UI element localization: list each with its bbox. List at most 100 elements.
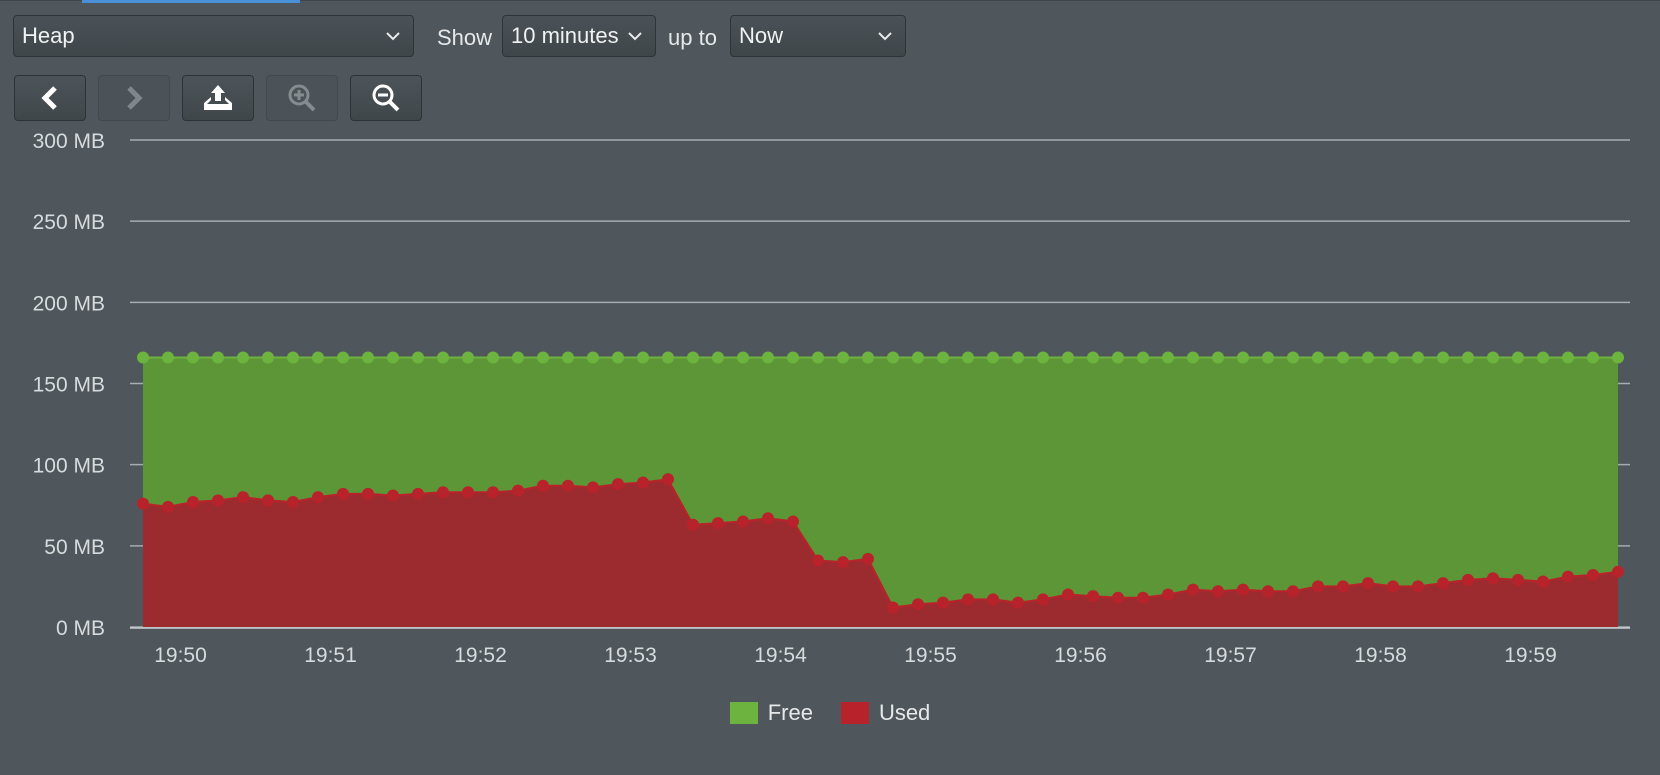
y-tick-label: 200 MB [33,292,105,315]
free-point [1137,351,1149,364]
legend-swatch-free [729,702,758,724]
free-point [1362,351,1374,364]
used-point [187,496,199,509]
free-point [312,351,324,364]
used-point [1237,583,1249,596]
free-point [137,351,149,364]
used-point [1262,585,1274,598]
free-point [887,351,899,364]
used-point [937,596,949,609]
x-tick-label: 19:55 [904,644,957,667]
free-point [437,351,449,364]
y-tick-label: 250 MB [33,211,105,234]
free-point [237,351,249,364]
x-tick-label: 19:51 [304,644,357,667]
used-point [1412,580,1424,593]
x-tick-label: 19:56 [1054,644,1107,667]
free-point [1237,351,1249,364]
used-point [1387,580,1399,593]
free-point [1487,351,1499,364]
range-select[interactable]: 10 minutes [502,15,656,57]
legend-label-used: Used [878,700,931,725]
metric-select[interactable]: Heap [13,15,414,57]
used-point [387,489,399,502]
free-point [1087,351,1099,364]
free-point [287,351,299,364]
used-point [962,593,974,606]
used-point [1212,585,1224,598]
free-point [337,351,349,364]
used-point [437,486,449,499]
used-point [1362,577,1374,590]
used-point [987,593,999,606]
top-border [0,0,1660,1]
free-point [162,351,174,364]
free-point [1012,351,1024,364]
show-label: Show [437,25,493,50]
free-point [1037,351,1049,364]
zoom-in-icon [288,84,316,112]
free-point [512,351,524,364]
axis-layer: 0 MB 50 MB 100 MB 150 MB 200 MB 250 MB 300 MB 1… [33,130,1630,667]
free-point [412,351,424,364]
used-point [862,552,874,565]
free-point [962,351,974,364]
x-tick-label: 19:58 [1354,644,1407,667]
zoom-in-button[interactable] [266,75,338,121]
back-button[interactable] [14,75,86,121]
export-button[interactable] [182,75,254,121]
free-point [1112,351,1124,364]
chevron-down-icon [386,32,400,41]
used-point [137,497,149,510]
free-point [1537,351,1549,364]
points-layer [137,351,1624,614]
free-point [587,351,599,364]
used-point [1537,575,1549,588]
free-point [1437,351,1449,364]
used-point [287,496,299,509]
used-point [637,476,649,489]
used-point [412,487,424,500]
used-point [762,512,774,525]
free-point [912,351,924,364]
free-point [537,351,549,364]
used-point [162,500,174,513]
x-tick-label: 19:59 [1504,644,1557,667]
free-point [1262,351,1274,364]
zoom-out-button[interactable] [350,75,422,121]
used-point [512,484,524,497]
y-tick-label: 50 MB [44,536,105,559]
x-tick-label: 19:57 [1204,644,1257,667]
active-tab-indicator [82,0,300,3]
end-time-select[interactable]: Now [730,15,906,57]
free-point [612,351,624,364]
free-point [1287,351,1299,364]
used-point [1287,585,1299,598]
used-point [1062,588,1074,601]
free-point [1612,351,1624,364]
used-point [1462,573,1474,586]
legend-item-free[interactable]: Free [729,700,813,726]
upto-label: up to [668,25,717,50]
used-point [1437,577,1449,590]
used-point [337,487,349,500]
forward-button[interactable] [98,75,170,121]
used-point [1037,593,1049,606]
used-point [1012,596,1024,609]
free-point [212,351,224,364]
used-point [537,479,549,492]
x-tick-label: 19:54 [754,644,807,667]
free-point [1062,351,1074,364]
free-point [362,351,374,364]
free-point [762,351,774,364]
legend-item-used[interactable]: Used [840,700,931,726]
free-point [862,351,874,364]
used-point [712,517,724,530]
range-select-value: 10 minutes [511,23,619,48]
free-point [1562,351,1574,364]
upload-icon [204,85,232,110]
end-time-select-value: Now [739,23,784,48]
used-point [1337,580,1349,593]
used-point [737,515,749,528]
used-point [787,515,799,528]
